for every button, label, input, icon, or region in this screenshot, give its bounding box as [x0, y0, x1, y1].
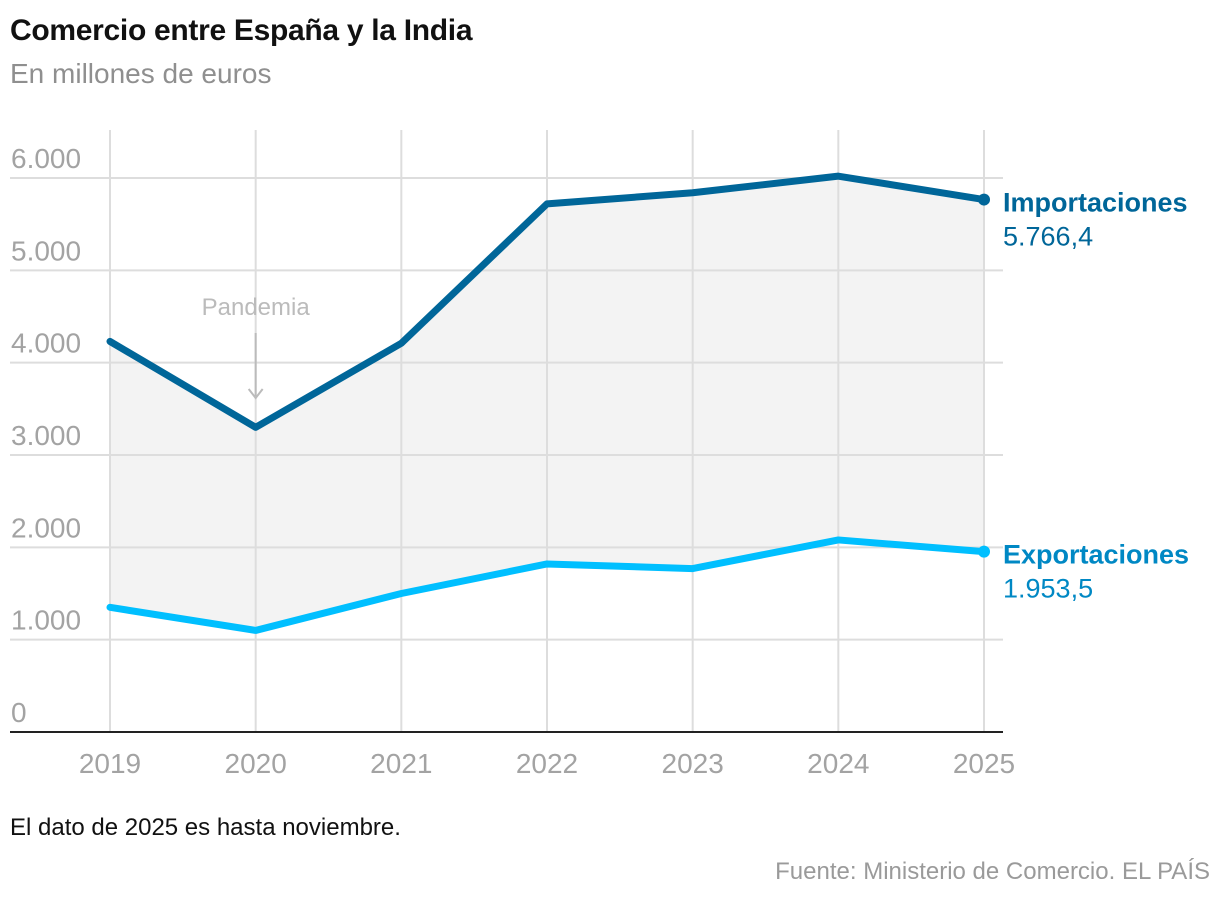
x-tick-label: 2023 — [662, 748, 724, 779]
y-tick-label: 2.000 — [11, 512, 81, 543]
exports-line-end-marker — [978, 545, 990, 558]
x-tick-label: 2022 — [516, 748, 578, 779]
y-tick-label: 0 — [11, 697, 27, 728]
y-tick-label: 3.000 — [11, 420, 81, 451]
y-tick-label: 4.000 — [11, 328, 81, 359]
y-tick-label: 5.000 — [11, 235, 81, 266]
imports-line-end-marker — [978, 193, 990, 206]
chart-title: Comercio entre España y la India — [10, 14, 473, 47]
pandemia-annotation: Pandemia — [202, 294, 311, 321]
chart-subtitle: En millones de euros — [10, 58, 272, 89]
x-tick-label: 2019 — [79, 748, 141, 779]
x-tick-label: 2021 — [370, 748, 432, 779]
x-tick-label: 2020 — [225, 748, 287, 779]
annotation-arrow-head — [247, 388, 264, 400]
footnote: El dato de 2025 es hasta noviembre. — [10, 814, 401, 841]
x-tick-label: 2025 — [953, 748, 1015, 779]
exports-series-label: Exportaciones — [1003, 540, 1189, 570]
x-tick-label: 2024 — [807, 748, 869, 779]
imports-series-label: Importaciones — [1003, 188, 1188, 218]
exports-last-value: 1.953,5 — [1003, 574, 1093, 604]
y-tick-label: 6.000 — [11, 143, 81, 174]
imports-last-value: 5.766,4 — [1003, 222, 1093, 252]
y-tick-label: 1.000 — [11, 605, 81, 636]
source-credit: Fuente: Ministerio de Comercio. EL PAÍS — [775, 858, 1210, 885]
